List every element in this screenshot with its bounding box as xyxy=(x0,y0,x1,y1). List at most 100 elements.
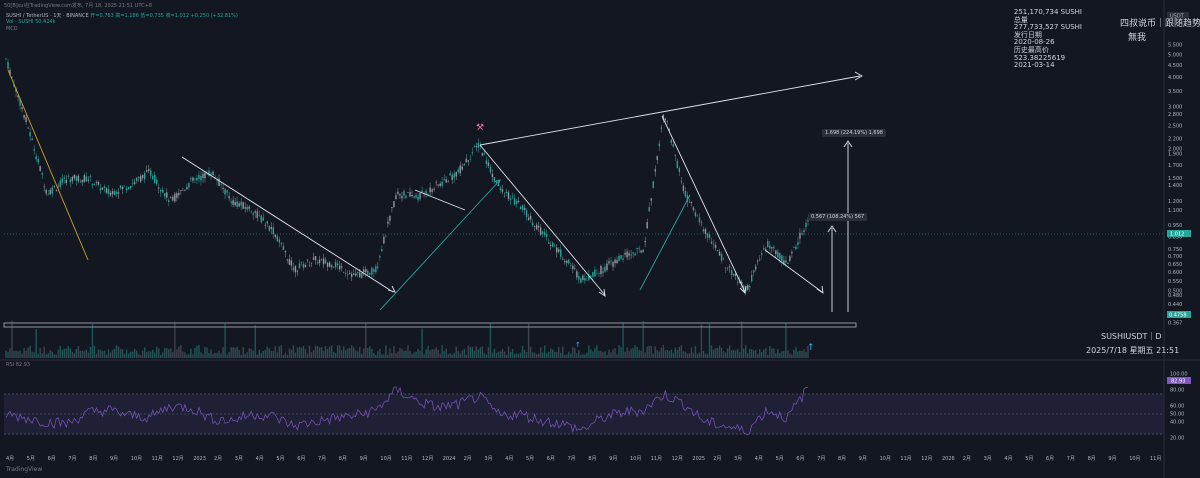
arrowhead-downtrend-3 xyxy=(739,285,747,294)
volume-bar xyxy=(188,354,190,358)
candle-body xyxy=(588,274,590,280)
time-tick-label: 2024 xyxy=(443,456,456,462)
candle-body xyxy=(706,233,709,238)
candle-body xyxy=(284,251,287,253)
watermark-left: 四叔说币｜跟随趋势 xyxy=(1120,19,1200,29)
volume-bar xyxy=(71,351,74,358)
price-tick-label: 1.900 xyxy=(1168,152,1182,158)
volume-bar xyxy=(109,352,112,358)
candle-body xyxy=(738,280,741,284)
price-tick-label: 0.950 xyxy=(1168,223,1182,229)
time-tick-label: 2026 xyxy=(942,456,955,462)
volume-legend[interactable]: Vol · SUSHI 50.424k xyxy=(6,19,56,25)
candle-body xyxy=(664,118,666,120)
candle-body xyxy=(801,233,803,235)
time-tick-label: 2月 xyxy=(214,456,222,462)
volume-bar xyxy=(248,348,250,358)
volume-bar xyxy=(252,350,254,358)
candle-body xyxy=(184,189,186,191)
candle-body xyxy=(777,251,779,258)
candle-body xyxy=(286,259,289,261)
candle-body xyxy=(584,278,586,281)
price-tick-label: 0.440 xyxy=(1168,302,1182,308)
candle-body xyxy=(769,245,771,249)
candle-body xyxy=(541,231,544,235)
volume-bar xyxy=(29,345,31,358)
candle-body xyxy=(511,196,514,198)
candle-body xyxy=(614,259,616,264)
volume-bar xyxy=(318,347,321,358)
volume-bar xyxy=(413,352,415,358)
candle-body xyxy=(131,183,134,184)
volume-bar xyxy=(101,351,104,358)
volume-bar xyxy=(541,352,544,358)
volume-bar xyxy=(572,346,574,358)
candle-body xyxy=(71,176,74,182)
volume-bar xyxy=(409,350,411,358)
rsi-legend[interactable]: RSI 82.93 xyxy=(6,362,31,368)
volume-bar xyxy=(162,352,164,358)
volume-bar xyxy=(696,353,699,358)
volume-bar xyxy=(290,349,293,358)
candle-body xyxy=(200,175,202,181)
volume-bar xyxy=(178,346,180,358)
candle-body xyxy=(748,286,751,288)
downtrend-line-1 xyxy=(181,156,394,293)
candle-body xyxy=(369,272,371,275)
volume-bar xyxy=(459,353,461,358)
time-tick-label: 9月 xyxy=(859,456,867,462)
watermark-right: 無我 xyxy=(1128,33,1147,43)
volume-bar xyxy=(23,348,25,358)
candle-body xyxy=(252,213,254,215)
volume-bar xyxy=(805,352,807,358)
candle-body xyxy=(513,198,516,205)
candle-body xyxy=(550,245,552,247)
candle-body xyxy=(425,190,427,196)
volume-bar xyxy=(618,345,620,358)
volume-bar xyxy=(475,346,478,358)
volume-bar xyxy=(648,345,650,358)
time-tick-label: 8月 xyxy=(339,456,347,462)
candle-body xyxy=(503,196,506,198)
volume-bar xyxy=(519,352,522,358)
indicator-legend[interactable]: MCD xyxy=(6,26,18,32)
candle-body xyxy=(127,187,130,190)
rsi-tick-label: 40.00 xyxy=(1170,420,1184,426)
volume-bar xyxy=(463,348,465,358)
candle-body xyxy=(439,183,441,186)
candle-body xyxy=(590,275,592,277)
volume-bar xyxy=(431,349,433,358)
candle-body xyxy=(103,186,106,188)
candle-body xyxy=(178,192,180,196)
candle-body xyxy=(734,273,737,276)
symbol-legend[interactable]: SUSHI / TetherUS · 1天 · BINANCE 开=0.763 … xyxy=(6,12,238,19)
tradingview-logo[interactable]: TradingView xyxy=(6,466,43,473)
rsi-value-text: 82.93 xyxy=(1171,379,1185,385)
volume-bar xyxy=(170,348,172,358)
time-tick-label: 11月 xyxy=(651,456,662,462)
candle-body xyxy=(618,256,620,261)
candle-body xyxy=(562,258,564,260)
candle-body xyxy=(692,207,695,210)
candle-body xyxy=(471,152,474,153)
volume-bar xyxy=(650,345,652,358)
volume-bar xyxy=(654,346,656,358)
volume-bar xyxy=(210,349,212,358)
time-tick-label: 3月 xyxy=(984,456,992,462)
candle-body xyxy=(355,273,357,276)
volume-bar xyxy=(359,347,361,358)
candle-body xyxy=(604,266,606,272)
candle-body xyxy=(397,191,399,194)
candle-body xyxy=(236,201,238,207)
candle-body xyxy=(51,187,53,194)
volume-bar xyxy=(622,322,624,358)
candle-body xyxy=(338,265,341,270)
volume-bar xyxy=(525,352,528,358)
candle-body xyxy=(43,186,45,188)
volume-bar xyxy=(194,347,196,358)
candle-body xyxy=(318,259,321,264)
volume-bar xyxy=(139,354,142,358)
volume-bar xyxy=(168,349,170,358)
candle-body xyxy=(182,189,184,191)
